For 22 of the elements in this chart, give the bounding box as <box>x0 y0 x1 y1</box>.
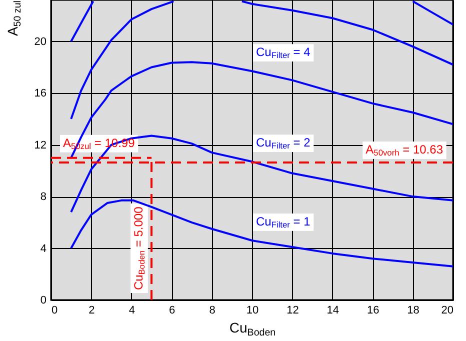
x-tick-label: 0 <box>52 304 58 316</box>
series-label: Cu$_{Filter}$ = 1 <box>256 214 311 230</box>
y-tick-label: 16 <box>34 88 46 100</box>
y-tick-label: 4 <box>40 242 46 255</box>
x-tick-label: 20 <box>441 304 454 316</box>
x-tick-label: 4 <box>128 304 135 316</box>
x-tick-label: 2 <box>88 304 95 316</box>
x-tick-label: 14 <box>326 304 340 316</box>
x-tick-label: 16 <box>366 304 380 316</box>
x-tick-label: 6 <box>169 304 176 316</box>
y-tick-label: 12 <box>34 139 46 152</box>
y-tick-label: 20 <box>34 36 46 48</box>
x-tick-label: 12 <box>286 304 299 316</box>
x-tick-label: 10 <box>246 304 259 316</box>
y-tick-label: 0 <box>40 294 46 306</box>
y-tick-label: 8 <box>40 191 46 204</box>
x-axis-title: Cu$_{Boden}$ <box>229 320 276 338</box>
x-tick-label: 18 <box>407 304 420 316</box>
series-label: Cu$_{Filter}$ = 4 <box>256 45 311 61</box>
series-label: Cu$_{Filter}$ = 2 <box>256 136 311 152</box>
ref-line-label: A$_{50vorh}$ = 10.63 <box>366 142 444 158</box>
x-tick-label: 8 <box>209 304 216 316</box>
